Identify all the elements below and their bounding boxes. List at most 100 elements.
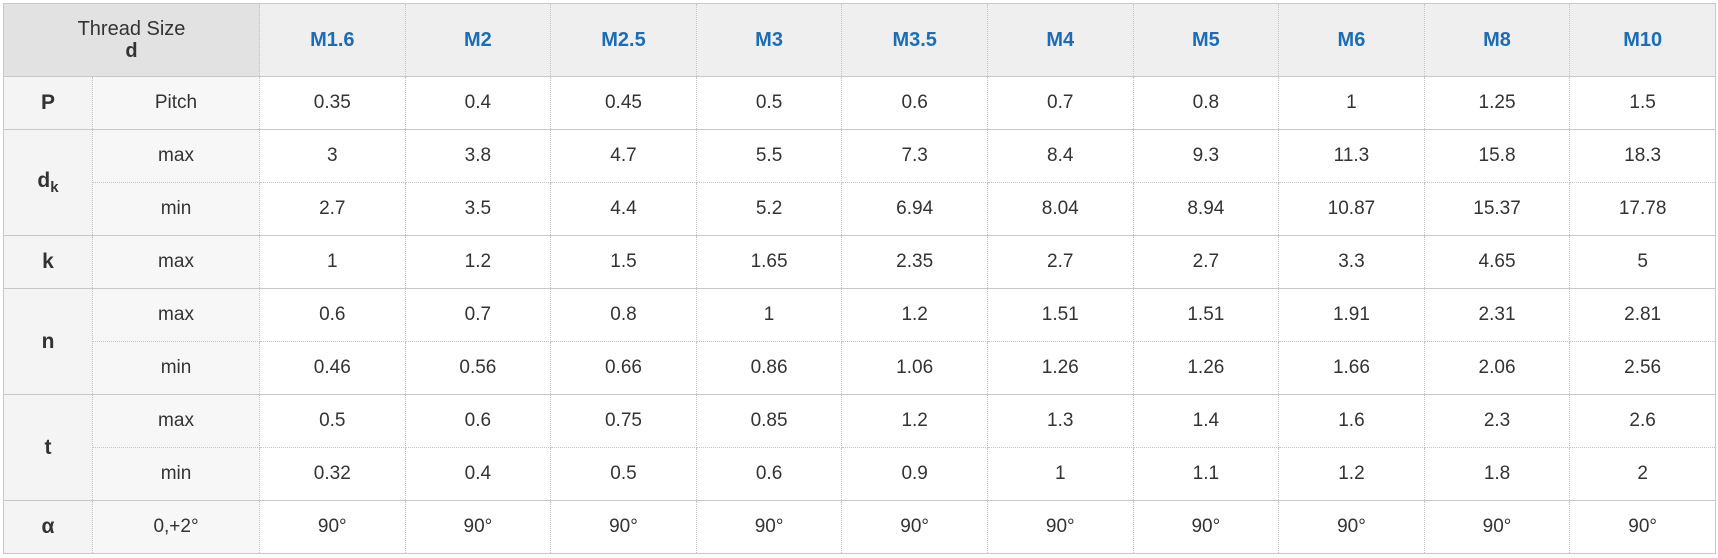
size-header: M6 xyxy=(1278,3,1425,77)
value-cell: 0.86 xyxy=(695,341,843,395)
value-cell: 1.06 xyxy=(841,341,988,395)
table-row: k max 1 1.2 1.5 1.65 2.35 2.7 2.7 3.3 4.65 5 xyxy=(3,235,1716,289)
header-row: Thread Size d M1.6 M2 M2.5 M3 M3.5 M4 M5 M6 M8 M10 xyxy=(3,3,1716,77)
table-container: Thread Size d M1.6 M2 M2.5 M3 M3.5 M4 M5 M6 M8 M10… xyxy=(3,3,1716,554)
value-cell: 0.7 xyxy=(404,288,552,342)
value-cell: 0.75 xyxy=(550,394,697,448)
value-cell: 1 xyxy=(259,235,406,289)
value-cell: 9.3 xyxy=(1132,129,1280,183)
size-header: M4 xyxy=(986,3,1134,77)
value-cell: 1.65 xyxy=(695,235,843,289)
value-cell: 0.9 xyxy=(841,447,988,501)
dimension-table: Thread Size d M1.6 M2 M2.5 M3 M3.5 M4 M5 M6 M8 M10… xyxy=(3,3,1716,554)
row-label: min xyxy=(92,182,260,236)
value-cell: 17.78 xyxy=(1569,182,1716,236)
value-cell: 10.87 xyxy=(1278,182,1425,236)
value-cell: 0.6 xyxy=(841,76,988,130)
value-cell: 3 xyxy=(259,129,406,183)
value-cell: 2.35 xyxy=(841,235,988,289)
size-header: M3 xyxy=(695,3,843,77)
value-cell: 1.4 xyxy=(1132,394,1280,448)
value-cell: 2.6 xyxy=(1569,394,1716,448)
table-row: P Pitch 0.35 0.4 0.45 0.5 0.6 0.7 0.8 1 1.25 1.5 xyxy=(3,76,1716,130)
table-header: Thread Size d M1.6 M2 M2.5 M3 M3.5 M4 M5 M6 M8 M10 xyxy=(3,3,1716,77)
value-cell: 1 xyxy=(1278,76,1425,130)
value-cell: 0.6 xyxy=(259,288,406,342)
value-cell: 90° xyxy=(841,500,988,554)
table-row: n max 0.6 0.7 0.8 1 1.2 1.51 1.51 1.91 2.31 2.81 xyxy=(3,288,1716,395)
value-cell: 2.81 xyxy=(1569,288,1716,342)
value-cell: 0.8 xyxy=(550,288,697,342)
value-cell: 0.5 xyxy=(550,447,697,501)
row-label: 0,+2° xyxy=(92,500,260,554)
symbol-cell: k xyxy=(3,235,93,289)
size-header: M1.6 xyxy=(259,3,406,77)
value-cell: 8.04 xyxy=(986,182,1134,236)
value-cell: 2.06 xyxy=(1423,341,1571,395)
value-cell: 1.25 xyxy=(1423,76,1571,130)
value-cell: 2.7 xyxy=(1132,235,1280,289)
value-cell: 90° xyxy=(1132,500,1280,554)
value-cell: 5.2 xyxy=(695,182,843,236)
size-header: M8 xyxy=(1423,3,1571,77)
value-cell: 4.7 xyxy=(550,129,697,183)
value-cell: 6.94 xyxy=(841,182,988,236)
value-cell: 2 xyxy=(1569,447,1716,501)
row-label: max xyxy=(92,288,260,342)
row-label: max xyxy=(92,235,260,289)
value-cell: 0.5 xyxy=(695,76,843,130)
value-cell: 15.37 xyxy=(1423,182,1571,236)
value-cell: 1.2 xyxy=(841,394,988,448)
table-row: t max 0.5 0.6 0.75 0.85 1.2 1.3 1.4 1.6 2.3 2.6 xyxy=(3,394,1716,501)
value-cell: 1.3 xyxy=(986,394,1134,448)
value-cell: 1.8 xyxy=(1423,447,1571,501)
symbol: P xyxy=(40,91,55,114)
value-cell: 90° xyxy=(550,500,697,554)
value-cell: 18.3 xyxy=(1569,129,1716,183)
symbol: d xyxy=(37,168,51,192)
value-cell: 5.5 xyxy=(695,129,843,183)
size-header: M2.5 xyxy=(550,3,697,77)
symbol-cell: dk xyxy=(3,129,93,236)
table-row: α 0,+2° 90° 90° 90° 90° 90° 90° 90° 90° 90° 90° xyxy=(3,500,1716,554)
table-row: min 0.32 0.4 0.5 0.6 0.9 1 1.1 1.2 1.8 2 xyxy=(4,447,1716,501)
value-cell: 1.6 xyxy=(1278,394,1425,448)
thread-size-header: Thread Size d xyxy=(3,3,260,77)
value-cell: 1.2 xyxy=(841,288,988,342)
table-row: min 2.7 3.5 4.4 5.2 6.94 8.04 8.94 10.87 15.37 17.… xyxy=(4,182,1716,236)
value-cell: 90° xyxy=(695,500,843,554)
value-cell: 90° xyxy=(1423,500,1571,554)
size-header: M2 xyxy=(404,3,552,77)
row-label: max xyxy=(92,129,260,183)
table-row: dk max 3 3.8 4.7 5.5 7.3 8.4 9.3 11.3 15.8 18.3 xyxy=(3,129,1716,236)
row-label: Pitch xyxy=(92,76,260,130)
value-cell: 1.1 xyxy=(1132,447,1280,501)
symbol: n xyxy=(41,329,55,353)
value-cell: 0.85 xyxy=(695,394,843,448)
value-cell: 4.65 xyxy=(1423,235,1571,289)
value-cell: 90° xyxy=(259,500,406,554)
value-cell: 0.4 xyxy=(404,76,552,130)
value-cell: 3.5 xyxy=(404,182,552,236)
value-cell: 1.2 xyxy=(1278,447,1425,501)
symbol-cell: α xyxy=(3,500,93,554)
value-cell: 90° xyxy=(1569,500,1716,554)
value-cell: 4.4 xyxy=(550,182,697,236)
value-cell: 0.45 xyxy=(550,76,697,130)
symbol-subscript: k xyxy=(50,179,59,197)
value-cell: 90° xyxy=(404,500,552,554)
value-cell: 0.4 xyxy=(404,447,552,501)
value-cell: 1 xyxy=(695,288,843,342)
value-cell: 2.7 xyxy=(259,182,406,236)
row-label: min xyxy=(92,341,260,395)
value-cell: 1.26 xyxy=(986,341,1134,395)
value-cell: 2.3 xyxy=(1423,394,1571,448)
value-cell: 1.5 xyxy=(1569,76,1716,130)
row-label: max xyxy=(92,394,260,448)
value-cell: 0.66 xyxy=(550,341,697,395)
value-cell: 1.51 xyxy=(1132,288,1280,342)
value-cell: 8.94 xyxy=(1132,182,1280,236)
value-cell: 1.51 xyxy=(986,288,1134,342)
value-cell: 2.7 xyxy=(986,235,1134,289)
